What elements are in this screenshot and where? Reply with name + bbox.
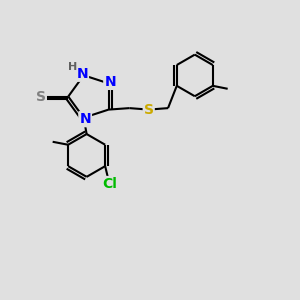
Text: N: N — [104, 75, 116, 89]
Text: S: S — [144, 103, 154, 117]
Text: Cl: Cl — [102, 177, 117, 191]
Text: N: N — [79, 112, 91, 126]
Text: S: S — [36, 89, 46, 103]
Text: N: N — [76, 67, 88, 81]
Text: H: H — [68, 62, 77, 72]
